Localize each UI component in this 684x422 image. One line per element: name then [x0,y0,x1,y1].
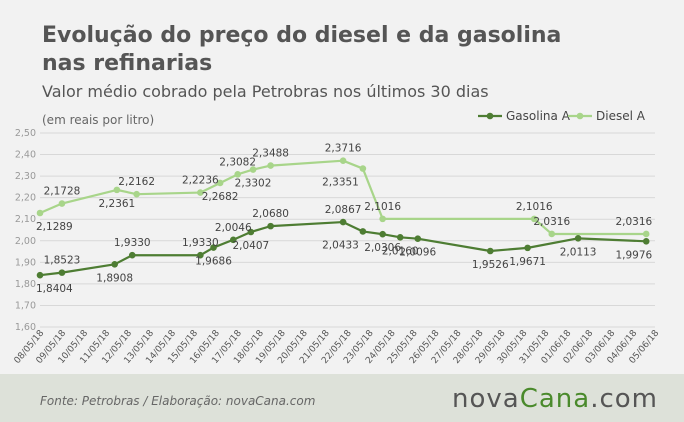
legend-label: Diesel A [596,109,646,123]
data-label: 2,1728 [44,186,81,198]
data-label: 2,2682 [202,191,239,203]
data-label: 2,0407 [232,240,269,252]
data-labels: 1,8404 1,8523 1,8908 1,9330 1,9330 1,9686 2,00… [36,143,653,296]
source-note: Fonte: Petrobras / Elaboração: novaCana.… [40,394,316,408]
data-point [574,235,582,242]
data-point [486,247,494,255]
data-point [234,171,241,178]
data-label: 1,9526 [472,259,509,271]
data-label: 2,2162 [118,176,155,188]
data-label: 1,9330 [182,237,219,249]
data-point [379,215,386,223]
data-point [197,251,204,259]
grid-lines [40,132,655,328]
y-tick-label: 2,50 [15,128,36,139]
y-tick-label: 1,90 [15,257,36,268]
data-label: 2,1289 [36,221,73,233]
y-tick-label: 1,80 [15,279,36,290]
y-tick-label: 2,30 [15,171,36,182]
data-label: 2,2361 [99,198,136,210]
footer-bar: Fonte: Petrobras / Elaboração: novaCana.… [0,374,684,422]
data-label: 2,0160 [382,245,419,257]
data-point [548,230,556,238]
data-label: 2,2236 [182,175,219,187]
data-label: 1,8523 [44,255,81,267]
data-point [216,179,224,187]
data-point [267,162,274,169]
data-point [339,218,347,226]
data-point [128,251,136,259]
series-points [36,157,650,279]
legend-item: Gasolina A [478,109,571,123]
data-point [642,230,650,238]
y-axis-ticks: 1,60 1,70 1,80 1,90 2,00 2,10 2,20 2,30 2,40 2,50 [15,128,36,333]
brand-part1: nova [451,384,520,414]
y-tick-label: 1,70 [15,300,36,311]
data-point [359,228,367,235]
data-label: 1,9671 [509,256,546,268]
data-label: 2,0113 [560,246,597,258]
data-point [530,215,538,223]
brand-logo[interactable]: novaCana.com [452,384,658,414]
chart-title: Evolução do preço do diesel e da gasolin… [42,23,562,76]
data-label: 2,0433 [322,239,359,251]
data-point [414,235,422,243]
data-label: 2,3302 [235,178,272,190]
legend-label: Gasolina A [506,109,571,123]
y-tick-label: 2,20 [15,193,36,204]
data-point [36,209,44,217]
data-point [339,157,347,164]
x-axis-ticks: 08/05/1809/05/1810/05/1811/05/1812/05/18… [13,328,662,366]
data-label: 2,3488 [252,148,289,160]
data-label: 2,0316 [533,216,570,228]
data-point [396,234,404,241]
y-tick-label: 2,10 [15,214,36,225]
data-point [524,244,531,252]
legend: Gasolina A Diesel A [478,109,646,123]
data-point [133,190,140,198]
data-point [58,200,66,207]
data-point [197,189,204,196]
data-label: 2,3716 [325,143,362,155]
units-label: (em reais por litro) [42,113,155,127]
data-label: 1,9330 [114,237,151,249]
data-label: 2,0867 [325,204,362,216]
data-label: 1,8908 [96,272,133,284]
data-point [229,236,237,244]
data-point [379,230,386,238]
data-point [359,165,367,172]
data-point [249,166,257,173]
brand-part3: .com [590,384,658,414]
legend-marker [486,112,494,120]
y-tick-label: 2,00 [15,236,36,247]
y-tick-label: 1,60 [15,322,36,333]
data-label: 1,9686 [195,256,232,268]
data-label: 2,3082 [219,156,256,168]
data-point [210,244,217,251]
data-point [267,222,274,230]
data-label: 1,8404 [36,283,73,295]
brand-part2: Cana [519,384,591,414]
data-point [113,186,121,194]
data-label: 2,0680 [252,208,289,220]
legend-item: Diesel A [568,109,646,123]
data-point [642,237,650,245]
data-label: 2,1016 [364,201,401,213]
data-point [111,261,118,268]
line-chart: 1,60 1,70 1,80 1,90 2,00 2,10 2,20 2,30 2,40 2,50… [13,109,662,366]
data-label: 2,0096 [399,247,436,259]
y-tick-label: 2,40 [15,150,36,161]
data-label: 2,0306 [364,242,401,254]
data-point [36,271,44,279]
legend-marker [576,112,584,120]
chart-subtitle: Valor médio cobrado pela Petrobras nos ú… [42,82,489,101]
data-label: 2,1016 [516,201,553,213]
data-label: 2,0316 [615,216,652,228]
data-label: 2,3351 [322,177,359,189]
data-point [247,228,255,236]
data-label: 2,0046 [215,222,252,234]
data-point [58,269,66,276]
data-label: 1,9976 [615,249,652,261]
